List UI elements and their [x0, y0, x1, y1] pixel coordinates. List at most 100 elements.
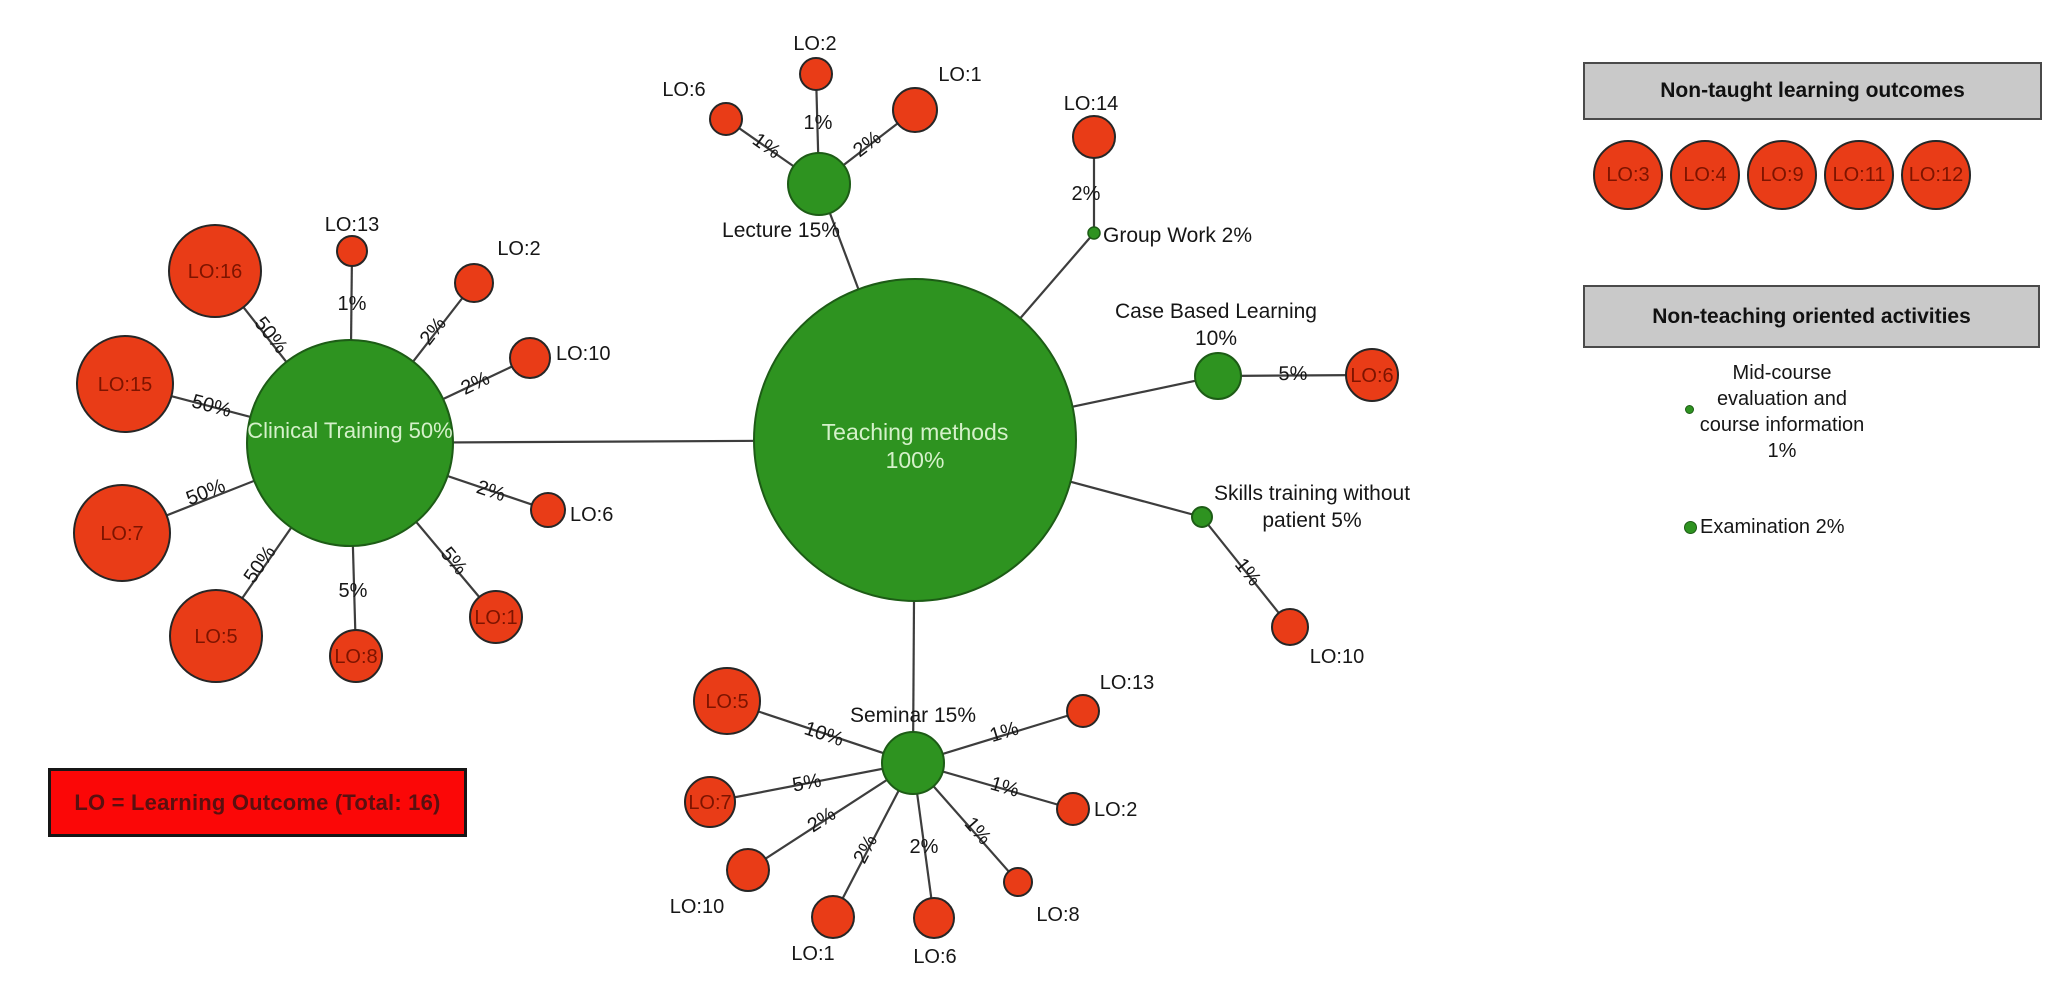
label-CBL: Case Based Learning 10% — [1115, 300, 1317, 350]
edge-SEM-LO7S — [709, 761, 914, 804]
edge-label-CT-LO15: 50% — [189, 390, 234, 421]
label-LO5C: LO:5 — [194, 626, 237, 648]
non-taught-header: Non-taught learning outcomes — [1583, 62, 2042, 120]
node-LO2C — [454, 263, 494, 303]
edge-label-CT-LO6C2: 2% — [474, 476, 509, 506]
edge-SK-LO10SK — [1201, 516, 1291, 628]
label-TM: Teaching methods 100% — [822, 419, 1009, 473]
label-LO15: LO:15 — [98, 374, 152, 396]
non-taught-outcomes-row: LO:3 LO:4 LO:9 LO:11 LO:12 — [1593, 140, 1971, 210]
node-TM — [753, 278, 1077, 602]
label-LO2C: LO:2 — [497, 238, 540, 260]
activity-midcourse-label: Mid-course evaluation and course informa… — [1699, 362, 1865, 462]
node-LO1C — [469, 590, 523, 644]
edge-label-LEC-LO6L: 1% — [748, 129, 784, 164]
label-LO1C: LO:1 — [474, 607, 517, 629]
label-LEC: Lecture 15% — [722, 219, 840, 242]
edge-label-SEM-LO2S: 1% — [988, 773, 1022, 802]
label-LO2L: LO:2 — [793, 33, 836, 55]
label-LO6S: LO:6 — [913, 946, 956, 968]
node-LO6S — [913, 897, 955, 939]
node-LO2L — [799, 57, 833, 91]
label-LO13C: LO:13 — [325, 214, 379, 236]
node-LO13S — [1066, 694, 1100, 728]
node-LO6C2 — [530, 492, 566, 528]
node-LO1L — [892, 87, 938, 133]
label-SEM: Seminar 15% — [850, 704, 976, 727]
edge-label-CT-LO8C: 5% — [339, 580, 368, 602]
node-LO7C — [73, 484, 171, 582]
label-LO14: LO:14 — [1064, 93, 1118, 115]
activity-examination: Examination 2% — [1684, 514, 1845, 540]
node-LO7S — [684, 776, 736, 828]
label-LO13S: LO:13 — [1100, 672, 1154, 694]
node-SK — [1191, 506, 1213, 528]
edge-label-CT-LO1C: 5% — [436, 543, 472, 579]
edge-label-CT-LO10C: 2% — [458, 367, 494, 399]
label-LO5S: LO:5 — [705, 691, 748, 713]
non-teaching-header: Non-teaching oriented activities — [1583, 285, 2040, 348]
label-LO1L: LO:1 — [938, 64, 981, 86]
node-CBL — [1194, 352, 1242, 400]
label-LO2S: LO:2 — [1094, 799, 1137, 821]
edge-label-SEM-LO10M: 2% — [804, 803, 840, 837]
green-dot-icon — [1685, 405, 1694, 414]
edge-label-SEM-LO8S: 1% — [960, 813, 996, 849]
node-LO2S — [1056, 792, 1090, 826]
node-LO16 — [168, 224, 262, 318]
node-LO15 — [76, 335, 174, 433]
label-LO10C: LO:10 — [556, 343, 610, 365]
edge-label-GW-LO14: 2% — [1072, 183, 1101, 205]
node-LO6L — [709, 102, 743, 136]
edge-label-CT-LO7C: 50% — [183, 475, 229, 510]
non-taught-lo-circle: LO:12 — [1901, 140, 1971, 210]
edge-label-CT-LO5C: 50% — [240, 542, 281, 588]
edge-label-SEM-LO6S: 2% — [910, 836, 939, 858]
node-LO5C — [169, 589, 263, 683]
node-LO8S — [1003, 867, 1033, 897]
node-SEM — [881, 731, 945, 795]
edge-label-CT-LO16: 50% — [250, 313, 292, 358]
activity-examination-label: Examination 2% — [1700, 515, 1845, 538]
node-LO6CB — [1345, 348, 1399, 402]
node-GW — [1087, 226, 1101, 240]
label-LO6CB: LO:6 — [1350, 365, 1393, 387]
edge-label-CT-LO13C: 1% — [338, 293, 367, 315]
activity-midcourse: Mid-course evaluation and course informa… — [1650, 360, 1914, 464]
label-LO7S: LO:7 — [688, 792, 731, 814]
label-LO16: LO:16 — [188, 261, 242, 283]
node-LO13C — [336, 235, 368, 267]
legend-label: LO = Learning Outcome (Total: 16) — [74, 789, 441, 815]
label-LO8S: LO:8 — [1036, 904, 1079, 926]
label-LO8C: LO:8 — [334, 646, 377, 668]
legend-box: LO = Learning Outcome (Total: 16) — [48, 768, 467, 837]
non-taught-lo-circle: LO:11 — [1824, 140, 1894, 210]
label-LO6L: LO:6 — [662, 79, 705, 101]
node-LO10M — [726, 848, 770, 892]
edge-label-SEM-LO5S: 10% — [801, 718, 846, 752]
node-LO14 — [1072, 115, 1116, 159]
node-CT — [246, 339, 454, 547]
edge-label-SEM-LO7S: 5% — [791, 770, 824, 797]
node-LEC — [787, 152, 851, 216]
node-LO10SK — [1271, 608, 1309, 646]
label-LO7C: LO:7 — [100, 523, 143, 545]
non-taught-lo-circle: LO:4 — [1670, 140, 1740, 210]
edge-label-SEM-LO13S: 1% — [987, 717, 1021, 747]
node-LO10C — [509, 337, 551, 379]
edge-SEM-LO10M — [747, 762, 914, 871]
non-taught-lo-circle: LO:9 — [1747, 140, 1817, 210]
label-GW: Group Work 2% — [1103, 224, 1252, 247]
label-LO1S: LO:1 — [791, 943, 834, 965]
label-LO10M: LO:10 — [670, 896, 724, 918]
label-LO10SK: LO:10 — [1310, 646, 1364, 668]
node-LO8C — [329, 629, 383, 683]
label-SK: Skills training without patient 5% — [1214, 482, 1410, 532]
label-LO6C2: LO:6 — [570, 504, 613, 526]
node-LO5S — [693, 667, 761, 735]
green-dot-icon — [1684, 520, 1697, 534]
non-taught-lo-circle: LO:3 — [1593, 140, 1663, 210]
edge-label-SEM-LO1S: 2% — [849, 831, 882, 867]
non-teaching-title: Non-teaching oriented activities — [1652, 304, 1971, 328]
